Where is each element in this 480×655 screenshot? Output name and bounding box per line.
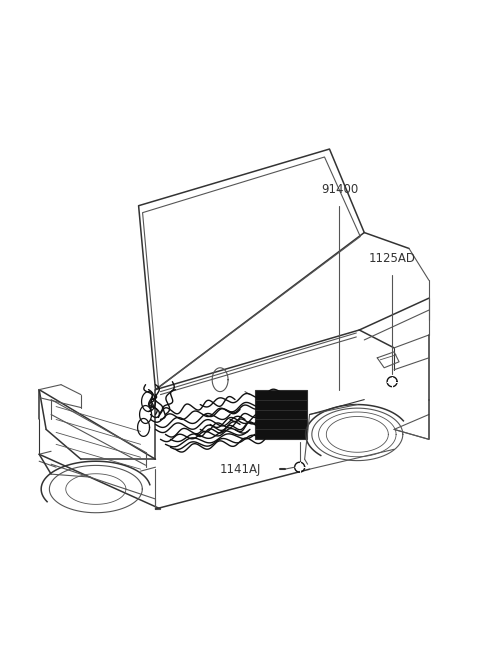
Text: 1125AD: 1125AD bbox=[369, 252, 416, 265]
Bar bbox=[255, 390, 307, 440]
Text: 1141AJ: 1141AJ bbox=[220, 462, 262, 476]
Text: 91400: 91400 bbox=[321, 183, 358, 196]
